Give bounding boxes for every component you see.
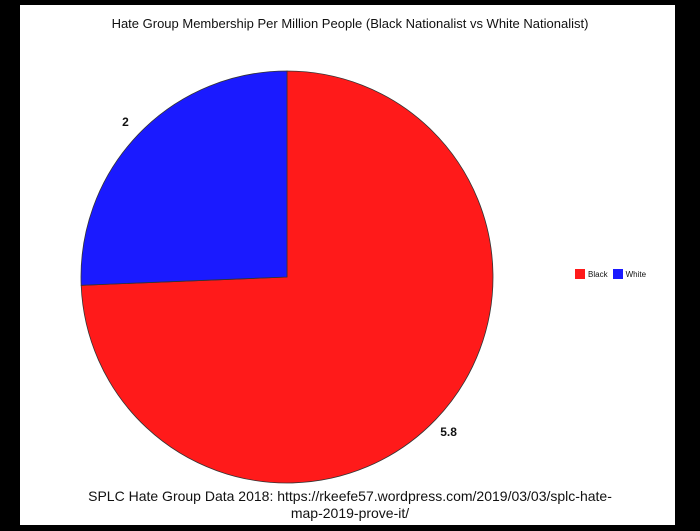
legend-label-black: Black (588, 269, 608, 279)
chart-panel: Hate Group Membership Per Million People… (20, 5, 675, 525)
source-caption: SPLC Hate Group Data 2018: https://rkeef… (88, 488, 612, 521)
legend-label-white: White (625, 269, 647, 279)
chart-title: Hate Group Membership Per Million People… (111, 16, 589, 31)
pie-chart: 5.82 (80, 70, 494, 484)
pie-slice-white (80, 70, 288, 286)
chart-legend: Black White (575, 269, 651, 279)
legend-swatch-black (575, 269, 585, 279)
data-label-black: 5.8 (440, 425, 457, 439)
data-label-white: 2 (122, 115, 129, 129)
legend-swatch-white (612, 269, 623, 279)
legend-item-black: Black (575, 269, 608, 279)
legend-item-white: White (612, 269, 647, 279)
